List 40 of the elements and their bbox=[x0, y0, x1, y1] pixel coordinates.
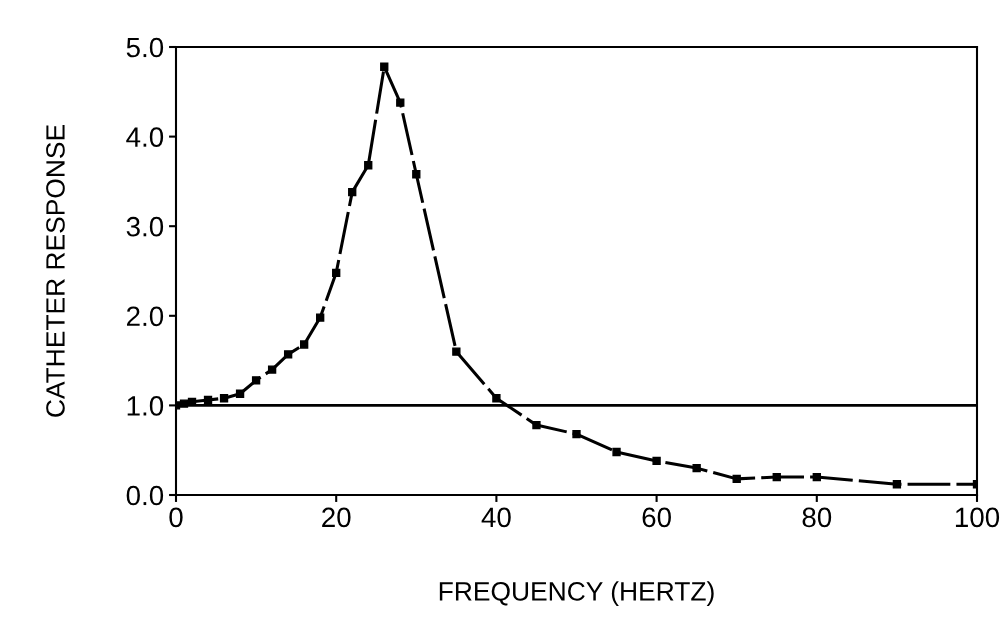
point bbox=[316, 313, 325, 322]
x-tick-label: 40 bbox=[481, 507, 511, 528]
point bbox=[348, 187, 357, 197]
point bbox=[203, 395, 213, 405]
point bbox=[572, 429, 581, 439]
point bbox=[267, 365, 277, 374]
point bbox=[492, 394, 501, 403]
point bbox=[452, 347, 461, 356]
x-axis-title: FREQUENCY (HERTZ) bbox=[439, 581, 714, 606]
y-tick-label: 2.0 bbox=[126, 306, 164, 327]
y-tick-label: 5.0 bbox=[126, 37, 164, 58]
point bbox=[380, 62, 389, 71]
point bbox=[812, 472, 821, 482]
x-tick-label: 60 bbox=[642, 507, 671, 528]
y-axis-title: CATHETER RESPONSE bbox=[46, 125, 65, 417]
point bbox=[892, 480, 902, 489]
point bbox=[179, 399, 189, 408]
point bbox=[412, 170, 421, 179]
point bbox=[299, 340, 309, 349]
y-tick-label: 3.0 bbox=[126, 216, 164, 237]
point bbox=[532, 420, 541, 430]
point bbox=[692, 463, 701, 473]
point bbox=[219, 394, 229, 403]
x-tick-label: 20 bbox=[322, 507, 351, 528]
point bbox=[396, 98, 405, 107]
y-tick-label: 4.0 bbox=[126, 127, 164, 147]
point bbox=[772, 472, 781, 482]
point bbox=[283, 350, 293, 359]
point bbox=[251, 376, 261, 385]
x-tick-label: 80 bbox=[802, 507, 832, 528]
y-tick-label: 1.0 bbox=[127, 396, 164, 416]
point bbox=[364, 161, 373, 170]
point bbox=[332, 268, 341, 277]
point bbox=[612, 447, 621, 457]
point bbox=[652, 456, 661, 466]
point bbox=[732, 474, 741, 484]
x-tick-label: 0 bbox=[169, 507, 183, 528]
point bbox=[235, 389, 245, 398]
y-tick-label: 0.0 bbox=[126, 485, 164, 506]
x-tick-label: 100 bbox=[955, 507, 1000, 528]
